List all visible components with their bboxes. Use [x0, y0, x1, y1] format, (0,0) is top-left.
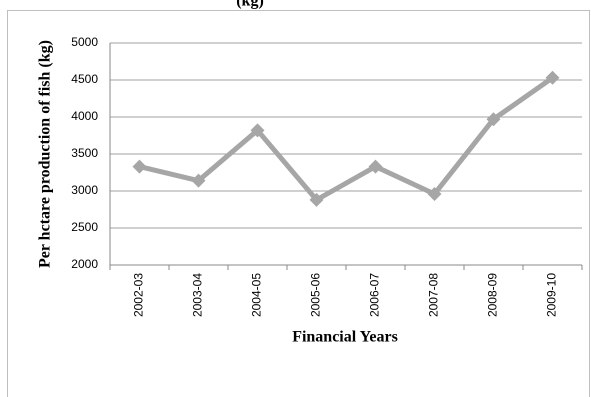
x-tick-label: 2007-08 [427, 273, 441, 317]
y-tick-label: 3500 [71, 146, 98, 160]
y-tick-label: 2500 [71, 220, 98, 234]
marker [368, 159, 383, 174]
marker [427, 186, 442, 201]
x-tick-label: 2003-04 [191, 273, 205, 317]
y-tick-label: 5000 [71, 35, 98, 49]
x-tick-label: 2009-10 [545, 273, 559, 317]
marker [486, 112, 501, 127]
x-tick-label: 2006-07 [368, 273, 382, 317]
y-tick-label: 2000 [71, 257, 98, 271]
marker [250, 123, 265, 138]
marker [545, 70, 560, 85]
marker [191, 173, 206, 188]
x-tick-label: 2005-06 [309, 273, 323, 317]
marker [132, 159, 147, 174]
y-axis-title: Per hctare production of fish (kg) [37, 40, 54, 268]
y-tick-label: 3000 [71, 183, 98, 197]
x-tick-label: 2002-03 [132, 273, 146, 317]
y-tick-label: 4000 [71, 109, 98, 123]
x-tick-label: 2004-05 [250, 273, 264, 317]
marker [309, 192, 324, 207]
x-axis-title: Financial Years [292, 329, 398, 346]
y-tick-label: 4500 [71, 72, 98, 86]
line [138, 75, 554, 203]
x-tick-label: 2008-09 [486, 273, 500, 317]
chart-title: (kg) [236, 0, 264, 10]
chart-frame [7, 10, 590, 397]
